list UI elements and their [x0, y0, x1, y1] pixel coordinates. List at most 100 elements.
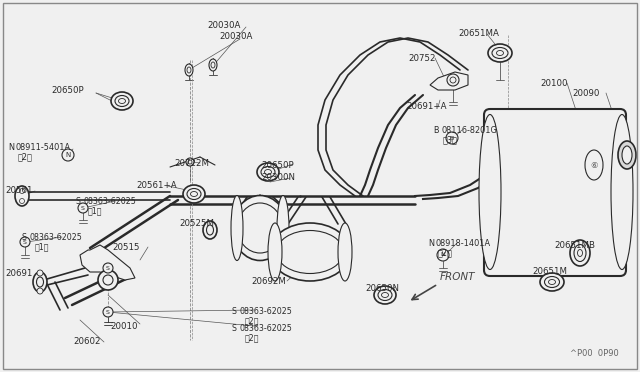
Text: S: S — [81, 205, 85, 211]
Ellipse shape — [540, 273, 564, 291]
Ellipse shape — [187, 67, 191, 73]
Ellipse shape — [497, 51, 504, 55]
Ellipse shape — [203, 221, 217, 239]
Ellipse shape — [381, 292, 388, 298]
Circle shape — [447, 74, 459, 86]
Ellipse shape — [270, 223, 350, 281]
Ellipse shape — [231, 196, 243, 260]
Text: （3）: （3） — [443, 135, 458, 144]
Text: N: N — [440, 253, 445, 257]
Text: 20651MA: 20651MA — [458, 29, 499, 38]
Circle shape — [62, 149, 74, 161]
Text: 20030A: 20030A — [207, 21, 241, 30]
Text: 20561: 20561 — [5, 186, 33, 195]
Ellipse shape — [611, 115, 633, 269]
Text: 〈2〉: 〈2〉 — [18, 152, 33, 161]
Text: 20650P: 20650P — [51, 86, 84, 95]
Ellipse shape — [19, 199, 24, 203]
Circle shape — [37, 288, 43, 294]
Text: （2）: （2） — [245, 333, 259, 342]
Ellipse shape — [187, 189, 201, 199]
Ellipse shape — [207, 225, 214, 235]
Text: 20030A: 20030A — [219, 32, 252, 41]
Text: 20691: 20691 — [5, 269, 33, 278]
Text: 08363-62025: 08363-62025 — [83, 197, 136, 206]
Ellipse shape — [191, 192, 198, 196]
Text: 20561+A: 20561+A — [136, 181, 177, 190]
Text: 20651MB: 20651MB — [554, 241, 595, 250]
Ellipse shape — [492, 48, 508, 58]
Circle shape — [437, 249, 449, 261]
Ellipse shape — [111, 92, 133, 110]
Ellipse shape — [276, 231, 344, 273]
Text: 08911-5401A: 08911-5401A — [16, 143, 71, 152]
Text: B: B — [433, 126, 438, 135]
Text: 08363-62025: 08363-62025 — [30, 233, 83, 242]
Text: 20752: 20752 — [408, 54, 435, 63]
Ellipse shape — [574, 244, 586, 262]
Ellipse shape — [338, 223, 352, 281]
Ellipse shape — [577, 250, 582, 257]
Text: （1）: （1） — [35, 242, 49, 251]
Ellipse shape — [618, 141, 636, 169]
Ellipse shape — [570, 240, 590, 266]
Polygon shape — [80, 245, 135, 280]
Text: 20691+A: 20691+A — [406, 102, 447, 111]
Text: S: S — [75, 197, 80, 206]
Circle shape — [103, 275, 113, 285]
Text: （2）: （2） — [245, 316, 259, 325]
Text: 20010: 20010 — [110, 322, 138, 331]
Text: 08363-62025: 08363-62025 — [240, 324, 292, 333]
Text: B: B — [450, 135, 454, 141]
Ellipse shape — [268, 223, 282, 281]
Ellipse shape — [545, 276, 559, 288]
Ellipse shape — [237, 203, 282, 253]
Ellipse shape — [118, 99, 125, 103]
Text: S: S — [22, 233, 27, 242]
Circle shape — [103, 307, 113, 317]
Text: 20722M: 20722M — [174, 159, 209, 168]
Ellipse shape — [374, 286, 396, 304]
Ellipse shape — [15, 186, 29, 206]
Text: ⑥: ⑥ — [590, 160, 598, 170]
Polygon shape — [430, 72, 468, 90]
Text: S: S — [232, 324, 237, 333]
Text: 20515: 20515 — [112, 243, 140, 252]
Circle shape — [20, 237, 30, 247]
Circle shape — [446, 132, 458, 144]
Circle shape — [188, 160, 192, 164]
Text: 20300N: 20300N — [261, 173, 295, 182]
Text: S: S — [23, 240, 27, 244]
Ellipse shape — [277, 196, 289, 260]
Ellipse shape — [211, 62, 215, 68]
Ellipse shape — [622, 146, 632, 164]
Ellipse shape — [585, 150, 603, 180]
Text: FRONT: FRONT — [440, 272, 476, 282]
Circle shape — [98, 270, 118, 290]
Circle shape — [37, 270, 43, 276]
Text: 08918-1401A: 08918-1401A — [436, 239, 491, 248]
Ellipse shape — [257, 163, 279, 181]
Ellipse shape — [548, 279, 556, 285]
Text: S: S — [106, 266, 110, 270]
Circle shape — [103, 263, 113, 273]
Ellipse shape — [488, 44, 512, 62]
Ellipse shape — [209, 59, 217, 71]
Ellipse shape — [36, 277, 44, 287]
Text: （2）: （2） — [438, 248, 453, 257]
Ellipse shape — [479, 115, 501, 269]
Text: 20650N: 20650N — [365, 284, 399, 293]
Ellipse shape — [232, 196, 287, 260]
Ellipse shape — [378, 289, 392, 301]
Text: N: N — [428, 239, 434, 248]
Ellipse shape — [185, 64, 193, 76]
Ellipse shape — [261, 167, 275, 177]
Ellipse shape — [264, 170, 271, 174]
Text: 20651M: 20651M — [532, 267, 567, 276]
Text: N: N — [65, 152, 70, 158]
FancyBboxPatch shape — [484, 109, 626, 276]
Text: 20602: 20602 — [73, 337, 100, 346]
Text: 08116-8201G: 08116-8201G — [441, 126, 497, 135]
Circle shape — [450, 77, 456, 83]
Text: 08363-62025: 08363-62025 — [240, 307, 292, 316]
